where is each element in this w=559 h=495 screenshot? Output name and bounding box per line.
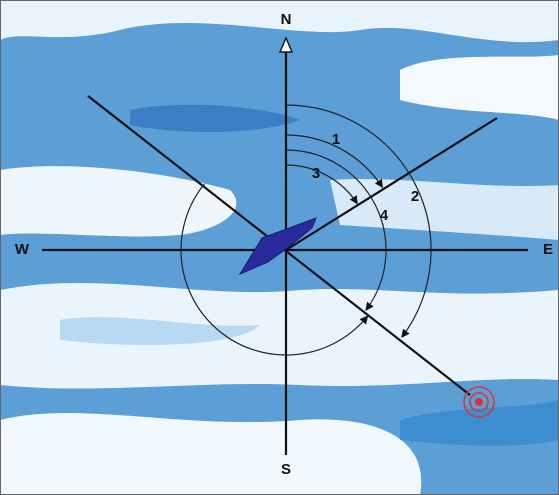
angle-arc bbox=[285, 164, 358, 205]
angle-arc bbox=[285, 134, 383, 189]
aircraft bbox=[238, 217, 317, 276]
angle-label: 3 bbox=[312, 165, 320, 182]
heading-line bbox=[285, 117, 498, 251]
angle-arc bbox=[285, 104, 432, 338]
north-arrow bbox=[278, 36, 294, 53]
north-label: N bbox=[281, 11, 292, 28]
angle-arcs bbox=[180, 104, 432, 356]
angle-label: 4 bbox=[380, 207, 389, 224]
east-label: E bbox=[543, 241, 553, 258]
angle-label: 2 bbox=[411, 188, 419, 205]
south-label: S bbox=[281, 461, 291, 478]
angle-arc bbox=[285, 149, 387, 311]
target bbox=[463, 386, 495, 418]
angle-arc bbox=[180, 183, 369, 356]
angle-label: 1 bbox=[332, 131, 340, 148]
west-label: W bbox=[15, 241, 30, 258]
